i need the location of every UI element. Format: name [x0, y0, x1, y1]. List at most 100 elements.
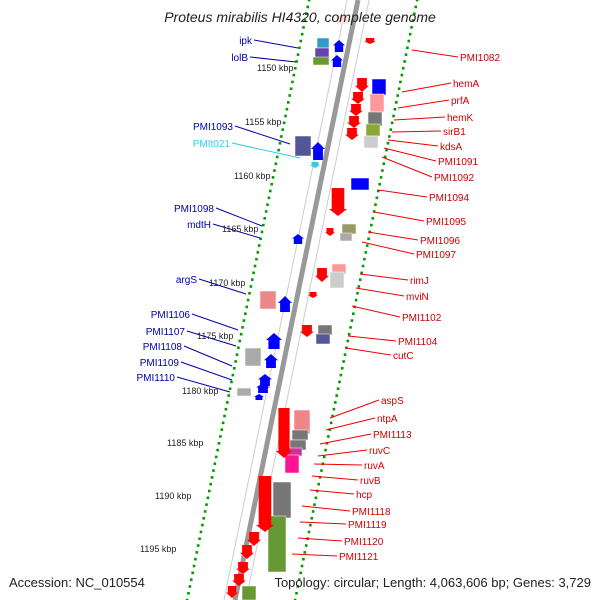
gene-label: ruvB — [360, 476, 381, 487]
gene-label: ruvA — [364, 461, 385, 472]
scale-label: 1175 kbp — [197, 331, 233, 341]
tick-dot — [185, 598, 189, 600]
tick-dot — [198, 537, 201, 541]
tick-dot — [389, 128, 393, 131]
tick-dot — [357, 285, 361, 288]
leader-line — [325, 417, 376, 431]
figure-title: Proteus mirabilis HI4320, complete genom… — [164, 9, 436, 25]
gene-label: PMI1092 — [434, 173, 474, 184]
forward-gene-arrow — [258, 374, 272, 386]
tick-dot — [411, 19, 415, 22]
tick-dot — [201, 523, 204, 527]
gene-label: PMI1104 — [398, 337, 438, 348]
gene-block — [241, 585, 257, 600]
gene-label: PMI1098 — [174, 204, 214, 215]
gene-block — [315, 333, 331, 345]
tick-dot — [274, 162, 278, 166]
tick-dot — [199, 530, 203, 534]
tick-dot — [306, 5, 310, 9]
reverse-gene-arrow — [329, 188, 347, 216]
tick-dot — [383, 155, 387, 159]
tick-dot — [235, 353, 239, 356]
tick-dot — [260, 230, 264, 234]
tick-dot — [396, 94, 399, 97]
tick-dot — [414, 5, 418, 9]
reverse-gene-arrow — [236, 562, 250, 574]
accession-text: Accession: NC_010554 — [9, 575, 145, 590]
forward-gene-arrow — [264, 354, 278, 368]
leader-line — [317, 449, 368, 457]
leader-line — [212, 223, 261, 239]
gene-label: rimJ — [410, 276, 429, 287]
tick-dot — [223, 414, 226, 418]
tick-dot — [393, 107, 397, 111]
tick-dot — [399, 80, 402, 84]
tick-dot — [187, 591, 190, 595]
tick-dot — [268, 189, 272, 193]
gene-label: PMI1106 — [151, 310, 191, 321]
gene-label: PMI1091 — [438, 157, 478, 168]
scale-label: 1150 kbp — [257, 63, 293, 73]
leader-line — [345, 347, 392, 356]
tick-dot — [324, 448, 327, 452]
tick-dot — [401, 66, 405, 70]
gene-label: PMI1094 — [429, 193, 469, 204]
tick-dot — [281, 128, 285, 131]
tick-dot — [397, 87, 401, 91]
tick-dot — [299, 39, 303, 43]
scale-label: 1165 kbp — [222, 224, 258, 234]
leader-line — [373, 211, 425, 222]
tick-dot — [385, 148, 388, 152]
tick-dot — [410, 26, 413, 29]
tick-dot — [296, 53, 300, 56]
tick-dot — [234, 360, 237, 363]
tick-dot — [339, 373, 343, 377]
tick-dot — [376, 189, 380, 193]
tick-dot — [244, 312, 247, 316]
tick-dot — [277, 148, 280, 152]
gene-block — [369, 93, 385, 113]
scale-label: 1195 kbp — [140, 544, 176, 554]
tick-dot — [313, 503, 316, 506]
reverse-gene-arrow — [247, 532, 261, 546]
tick-dot — [304, 544, 308, 547]
tick-dot — [287, 101, 290, 104]
tick-dot — [189, 578, 193, 581]
leader-line — [183, 345, 233, 367]
gene-block — [329, 271, 345, 289]
leader-line — [383, 147, 437, 162]
leader-line — [401, 82, 452, 93]
tick-dot — [220, 428, 224, 431]
tick-dot — [231, 373, 235, 377]
gene-label: hemK — [447, 113, 473, 124]
gene-label: argS — [176, 275, 197, 286]
tick-dot — [349, 326, 352, 329]
gene-label: mviN — [406, 292, 429, 303]
tick-dot — [194, 557, 197, 561]
scale-label: 1185 kbp — [167, 438, 203, 448]
tick-dot — [303, 19, 307, 22]
tick-dot — [266, 203, 269, 206]
gene-block — [317, 324, 333, 336]
leader-line — [359, 273, 409, 281]
tick-dot — [275, 155, 279, 159]
leader-line — [397, 99, 450, 109]
tick-dot — [262, 223, 265, 227]
gene-label: ruvC — [369, 446, 390, 457]
tick-dot — [365, 244, 369, 247]
reverse-gene-arrow — [364, 38, 376, 44]
tick-dot — [360, 271, 363, 275]
gene-label: PMI1119 — [348, 520, 387, 531]
tick-dot — [239, 332, 243, 336]
tick-dot — [331, 414, 334, 418]
tick-dot — [352, 312, 355, 316]
tick-dot — [293, 66, 297, 70]
gene-label: PMI1093 — [193, 122, 233, 133]
leader-line — [351, 305, 401, 318]
leader-line — [249, 56, 297, 63]
tick-dot — [227, 394, 230, 397]
tick-dot — [400, 73, 404, 77]
tick-dot — [256, 251, 260, 254]
tick-dot — [238, 339, 242, 343]
tick-dot — [338, 380, 341, 384]
